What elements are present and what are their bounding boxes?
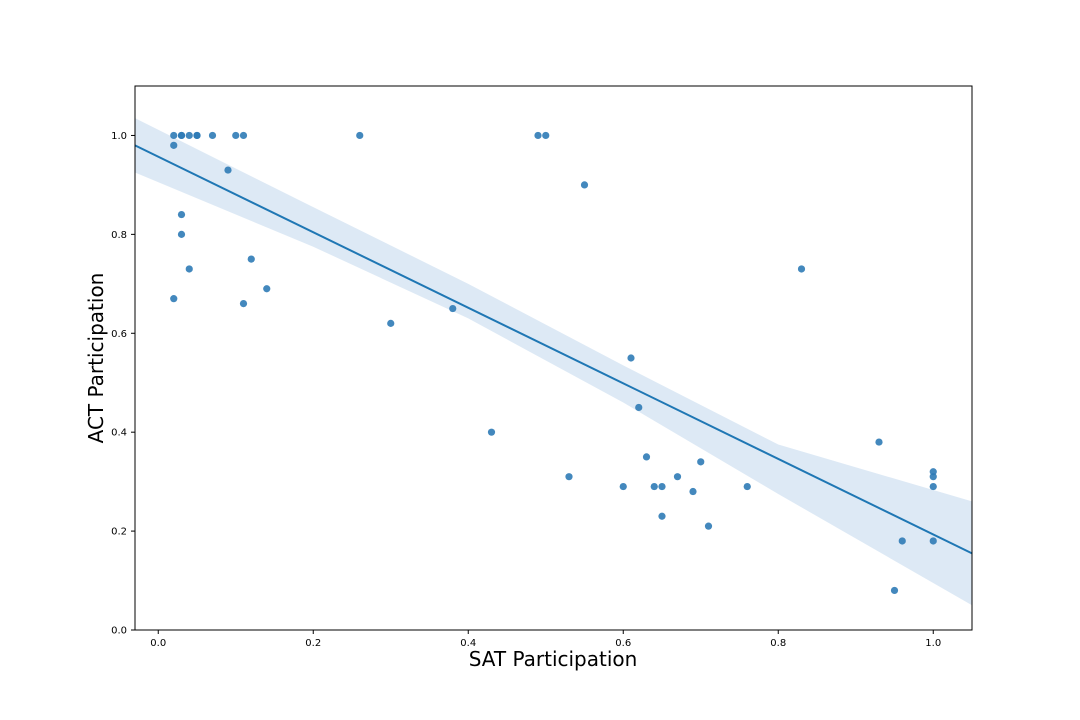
data-point bbox=[627, 354, 635, 362]
data-point bbox=[619, 482, 627, 491]
data-point bbox=[208, 131, 217, 140]
data-point bbox=[650, 482, 658, 491]
data-point bbox=[247, 255, 255, 263]
data-point bbox=[185, 131, 193, 140]
confidence-band bbox=[135, 118, 972, 606]
data-point bbox=[898, 537, 906, 545]
plot-frame bbox=[134, 85, 973, 631]
data-point bbox=[232, 131, 240, 140]
x-tick-label: 0.4 bbox=[460, 638, 476, 649]
y-axis-ticks: 0.0 0.2 0.4 0.6 0.8 1.0 bbox=[111, 131, 135, 637]
data-point bbox=[580, 181, 589, 189]
data-point bbox=[534, 131, 542, 140]
data-point bbox=[356, 131, 364, 140]
data-point bbox=[689, 487, 697, 496]
data-point bbox=[170, 131, 178, 140]
x-tick-label: 0.6 bbox=[615, 638, 631, 649]
data-point bbox=[224, 166, 232, 174]
data-point bbox=[658, 512, 666, 520]
confidence-band-layer bbox=[135, 118, 972, 606]
x-tick-label: 0.2 bbox=[305, 638, 321, 649]
data-point bbox=[929, 468, 937, 476]
data-point bbox=[697, 458, 705, 466]
x-axis-ticks: 0.0 0.2 0.4 0.6 0.8 1.0 bbox=[150, 630, 941, 649]
y-tick-label: 0.8 bbox=[111, 230, 127, 241]
data-point bbox=[170, 295, 178, 303]
data-point bbox=[449, 304, 457, 313]
data-point bbox=[239, 131, 248, 140]
data-point bbox=[263, 285, 271, 293]
data-point bbox=[239, 300, 248, 308]
x-tick-label: 0.8 bbox=[770, 638, 786, 649]
data-point bbox=[177, 210, 186, 219]
data-point bbox=[875, 438, 883, 446]
x-tick-label: 0.0 bbox=[150, 638, 166, 649]
data-point bbox=[565, 473, 573, 481]
data-point bbox=[673, 473, 682, 481]
y-tick-label: 0.4 bbox=[111, 428, 127, 439]
y-tick-label: 1.0 bbox=[111, 131, 127, 142]
data-point bbox=[185, 265, 193, 273]
y-axis-title: ACT Participation bbox=[84, 273, 108, 444]
data-point bbox=[635, 403, 643, 412]
data-point bbox=[177, 230, 186, 238]
x-axis-title: SAT Participation bbox=[469, 647, 638, 671]
data-point bbox=[704, 522, 713, 530]
data-point bbox=[797, 265, 806, 273]
data-point bbox=[487, 428, 496, 436]
data-point bbox=[193, 131, 201, 140]
data-point bbox=[890, 586, 899, 595]
data-point bbox=[642, 453, 651, 461]
x-tick-label: 1.0 bbox=[925, 638, 941, 649]
y-tick-label: 0.2 bbox=[111, 527, 127, 538]
y-tick-label: 0.0 bbox=[111, 626, 127, 637]
data-point bbox=[929, 537, 937, 545]
data-point bbox=[929, 473, 937, 481]
data-points-layer bbox=[170, 131, 937, 595]
data-point bbox=[929, 482, 937, 491]
data-point bbox=[658, 482, 666, 491]
data-point bbox=[387, 319, 395, 327]
data-point bbox=[743, 482, 751, 491]
data-point bbox=[177, 131, 186, 140]
y-tick-label: 0.6 bbox=[111, 329, 127, 340]
data-point bbox=[170, 141, 178, 149]
regression-line-layer bbox=[134, 144, 973, 555]
data-point bbox=[542, 131, 550, 140]
regression-line bbox=[134, 144, 973, 555]
